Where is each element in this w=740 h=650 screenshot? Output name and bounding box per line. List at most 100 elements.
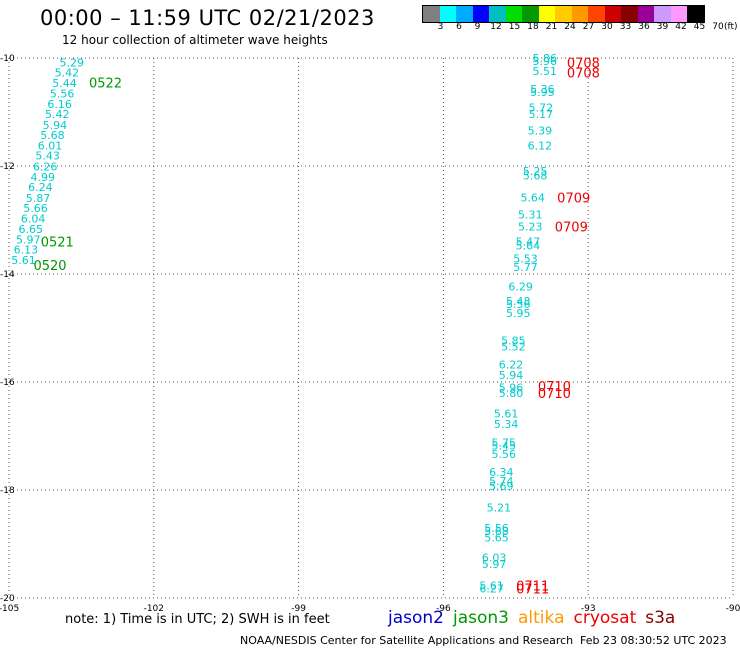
pass-time-label: 0711: [516, 582, 549, 597]
swh-value: 5.65: [484, 532, 509, 545]
swh-value: 5.45: [491, 440, 516, 453]
colorbar-swatch: [604, 6, 621, 22]
swh-value: 6.16: [47, 98, 72, 111]
legend-entry-s3a: s3a: [645, 608, 676, 628]
legend-entry-cryosat: cryosat: [573, 608, 637, 628]
colorbar-swatch: [654, 6, 671, 22]
swh-value: 5.97: [16, 233, 41, 246]
y-tick-label: -16: [0, 378, 15, 388]
x-tick-label: -99: [291, 604, 306, 614]
pass-time-label: 0522: [89, 76, 122, 91]
pass-time-label: 0709: [555, 220, 588, 235]
swh-value: 6.13: [14, 244, 39, 257]
swh-value: 5.96: [499, 381, 524, 394]
swh-value: 5.68: [40, 129, 65, 142]
swh-value: 5.31: [518, 209, 543, 222]
swh-value: 5.61: [479, 580, 504, 593]
colorbar-swatch: [621, 6, 638, 22]
page-subtitle: 12 hour collection of altimeter wave hei…: [62, 33, 328, 47]
swh-value: 5.17: [529, 108, 554, 121]
swh-value: 5.25: [523, 165, 548, 178]
swh-value: 6.04: [21, 212, 46, 225]
pass-time-label: 0710: [538, 387, 571, 402]
swh-value: 5.51: [533, 65, 558, 78]
colorbar-label: 33: [619, 22, 632, 32]
footer-note: note: 1) Time is in UTC; 2) SWH is in fe…: [65, 612, 330, 627]
swh-value: 5.95: [530, 86, 555, 99]
x-tick-label: -90: [726, 604, 740, 614]
colorbar-label: 15: [508, 22, 521, 32]
x-tick-label: -93: [581, 604, 596, 614]
swh-value: 5.74: [489, 475, 514, 488]
swh-value: 5.52: [501, 340, 526, 353]
swh-value: 5.44: [52, 77, 77, 90]
footer-credit: NOAA/NESDIS Center for Satellite Applica…: [240, 634, 574, 647]
colorbar-label: 6: [456, 22, 462, 32]
colorbar-swatch: [571, 6, 588, 22]
swh-value: 5.94: [499, 369, 524, 382]
pass-time-label: 0520: [33, 259, 66, 274]
legend-entry-jason2: jason2: [388, 608, 444, 628]
colorbar-label: 3: [437, 22, 444, 32]
swh-value: 5.96: [533, 55, 558, 68]
colorbar-label: 70: [712, 22, 724, 32]
swh-value: 6.27: [479, 582, 504, 595]
colorbar-label: 9: [474, 22, 481, 32]
colorbar-label: 42: [675, 22, 687, 32]
swh-value: 5.29: [59, 56, 84, 69]
pass-time-label: 0710: [538, 380, 571, 395]
swh-value: 5.61: [11, 254, 36, 267]
swh-value: 5.34: [494, 418, 519, 431]
colorbar-label: 21: [545, 22, 558, 32]
swh-value: 6.24: [28, 181, 53, 194]
swh-value: 5.43: [35, 150, 60, 163]
colorbar-swatch: [423, 6, 440, 22]
pass-time-label: 0708: [567, 56, 600, 71]
y-tick-label: -18: [0, 486, 15, 496]
swh-value: 5.95: [506, 307, 531, 320]
legend-entry-jason3: jason3: [453, 608, 509, 628]
swh-value: 5.21: [487, 501, 512, 514]
page-title: 00:00 – 11:59 UTC 02/21/2023: [40, 6, 375, 30]
legend-entry-altika: altika: [518, 608, 565, 628]
colorbar-label: 12: [490, 22, 502, 32]
swh-value: 5.23: [518, 220, 543, 233]
swh-value: 5.56: [484, 522, 509, 535]
y-tick-label: -20: [0, 594, 15, 604]
colorbar-swatch: [472, 6, 489, 22]
swh-value: 5.97: [482, 558, 507, 571]
pass-time-label: 0521: [41, 236, 74, 251]
swh-value: 6.34: [489, 466, 514, 479]
colorbar-swatch: [439, 6, 456, 22]
pass-time-label: 0708: [567, 67, 600, 82]
swh-value: 4.99: [31, 171, 56, 184]
swh-value: 5.56: [50, 88, 75, 101]
y-tick-label: -10: [0, 54, 15, 64]
colorbar-label: 36: [638, 22, 650, 32]
footer-timestamp: Feb 23 08:30:52 UTC 2023: [580, 634, 727, 647]
x-tick-label: -105: [0, 604, 19, 614]
swh-value: 5.36: [530, 83, 555, 96]
y-tick-label: -12: [0, 162, 15, 172]
y-tick-label: -14: [0, 270, 15, 280]
swh-value: 5.87: [26, 192, 51, 205]
pass-time-label: 0711: [516, 580, 549, 595]
swh-value: 5.56: [506, 298, 531, 311]
swh-value: 5.39: [528, 124, 553, 137]
swh-value: 5.68: [484, 525, 509, 538]
swh-value: 5.77: [513, 261, 538, 274]
colorbar-swatch: [522, 6, 539, 22]
swh-value: 6.29: [508, 280, 533, 293]
swh-value: 5.61: [494, 407, 519, 420]
colorbar-unit: (ft): [724, 22, 738, 32]
colorbar-swatch: [588, 6, 605, 22]
swh-value: 6.12: [528, 139, 553, 152]
colorbar-swatch: [555, 6, 572, 22]
swh-value: 5.53: [513, 252, 538, 265]
swh-value: 5.68: [523, 170, 548, 183]
colorbar-swatch: [637, 6, 654, 22]
x-tick-label: -102: [144, 604, 164, 614]
colorbar-swatch: [489, 6, 506, 22]
swh-value: 5.47: [516, 236, 541, 249]
